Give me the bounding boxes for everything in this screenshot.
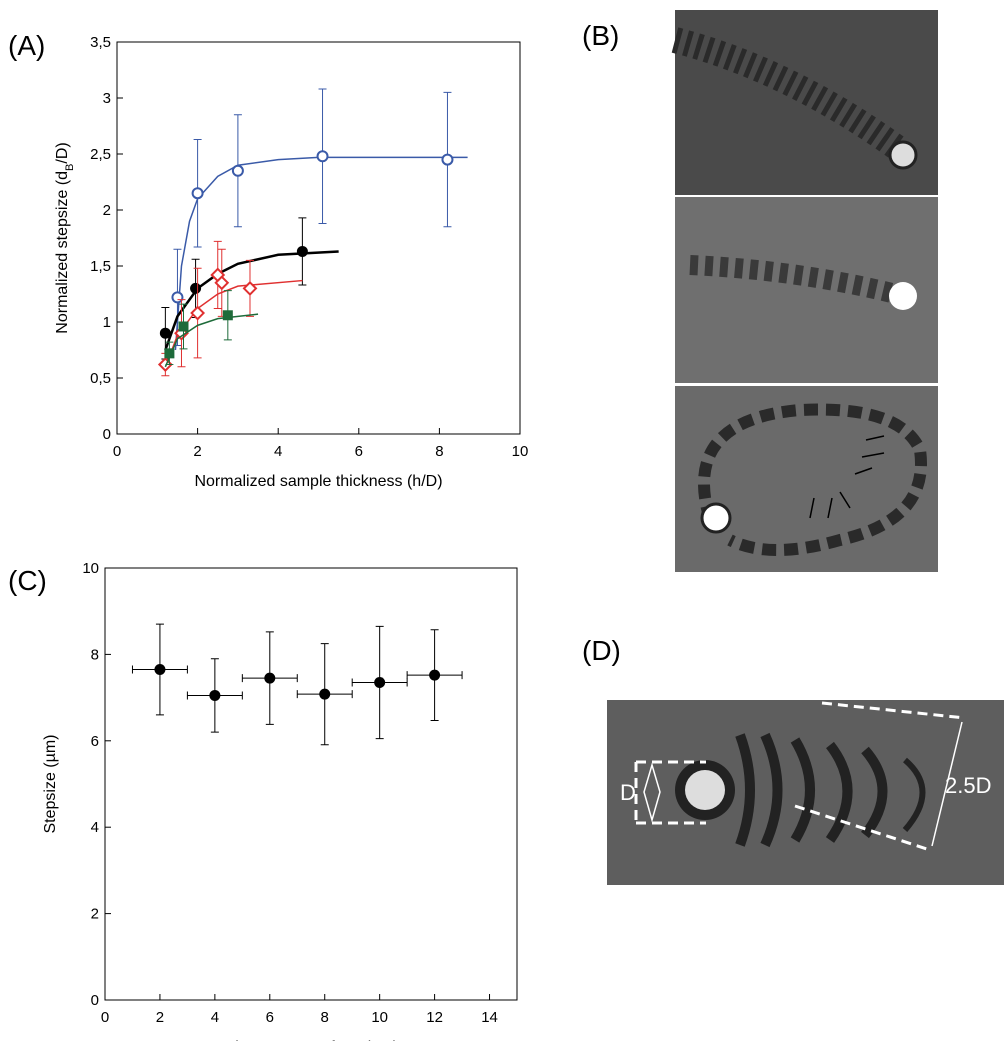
fit-line (164, 250, 339, 351)
marker (222, 310, 233, 321)
marker (441, 153, 454, 166)
y-tick-label: 2 (103, 202, 111, 219)
panel-label: (D) (582, 635, 621, 666)
panel-label: (B) (582, 20, 619, 51)
y-tick-label: 2,5 (90, 146, 111, 163)
y-tick-label: 1 (103, 314, 111, 331)
marker (214, 275, 230, 291)
marker (231, 164, 244, 177)
marker (190, 282, 202, 294)
marker (296, 245, 308, 257)
x-tick-label: 10 (512, 443, 529, 460)
y-tick-label: 0 (103, 426, 111, 443)
marker (164, 348, 175, 359)
marker (191, 187, 204, 200)
micrograph-b (671, 10, 938, 572)
series (173, 88, 468, 351)
x-tick-label: 6 (355, 443, 363, 460)
y-tick-label: 8 (91, 646, 99, 663)
x-tick-label: 2 (156, 1009, 164, 1026)
y-tick-label: 3 (103, 90, 111, 107)
series (131, 623, 463, 746)
y-tick-label: 3,5 (90, 34, 111, 51)
marker (154, 664, 166, 676)
x-axis-label: Normalized sample thickness (h/D) (194, 473, 442, 490)
image-label: D (620, 780, 636, 805)
marker (316, 150, 329, 163)
x-tick-label: 4 (211, 1009, 219, 1026)
y-axis-label: Stepsize (µm) (42, 734, 59, 833)
marker (171, 291, 184, 304)
y-axis-label-part: B (64, 164, 76, 171)
x-tick-label: 2 (193, 443, 201, 460)
y-axis-label-part: Stepsize (µm) (42, 734, 59, 833)
marker (190, 305, 206, 321)
y-tick-label: 0 (91, 992, 99, 1009)
marker (159, 327, 171, 339)
x-tick-label: 4 (274, 443, 282, 460)
x-tick-label: 12 (426, 1009, 443, 1026)
y-tick-label: 0,5 (90, 370, 111, 387)
y-tick-label: 2 (91, 906, 99, 923)
y-axis-label-part: Normalized stepsize (d (54, 171, 71, 334)
panel-label: (A) (8, 30, 45, 61)
x-tick-label: 8 (435, 443, 443, 460)
y-tick-label: 10 (82, 560, 99, 577)
micrograph-d: D 2.5D (607, 700, 1004, 885)
plot-frame (104, 567, 518, 1001)
panel-label: (C) (8, 565, 47, 596)
image-label: 2.5D (945, 773, 991, 798)
x-tick-label: 10 (371, 1009, 388, 1026)
plot-frame (116, 41, 521, 435)
y-axis-label-part: /D) (54, 142, 71, 163)
marker (429, 669, 441, 681)
marker (319, 688, 331, 700)
y-tick-label: 1,5 (90, 258, 111, 275)
marker (178, 321, 189, 332)
x-tick-label: 14 (481, 1009, 498, 1026)
y-tick-label: 6 (91, 733, 99, 750)
x-tick-label: 8 (321, 1009, 329, 1026)
marker (374, 676, 386, 688)
marker (242, 280, 258, 296)
x-tick-label: 0 (113, 443, 121, 460)
x-tick-label: 0 (101, 1009, 109, 1026)
fit-line (174, 156, 468, 351)
marker (209, 689, 221, 701)
x-tick-label: 6 (266, 1009, 274, 1026)
y-axis-label: Normalized stepsize (dB/D) (54, 142, 76, 333)
marker (264, 672, 276, 684)
y-tick-label: 4 (91, 819, 99, 836)
